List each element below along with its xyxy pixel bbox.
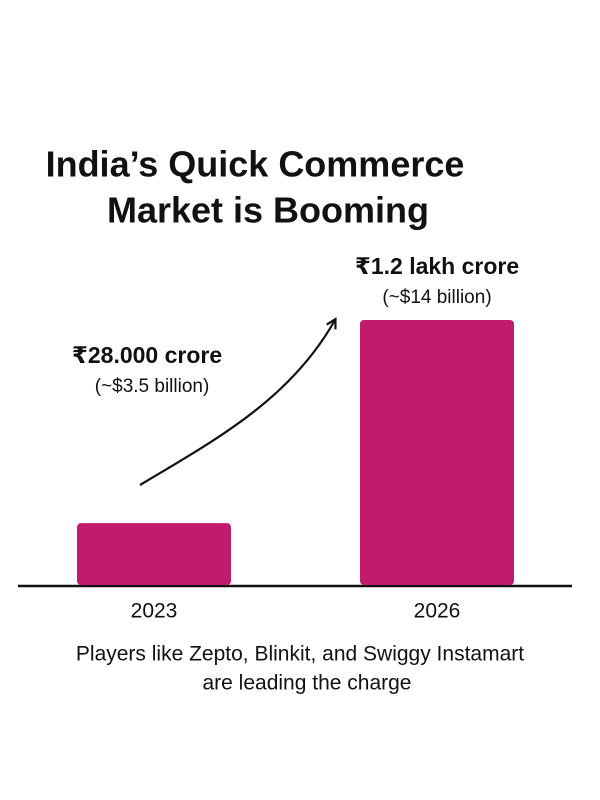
value-label: ₹28.000 crore xyxy=(72,342,222,368)
chart-title: India’s Quick Commerce xyxy=(46,144,465,185)
value-sublabel: (~$3.5 billion) xyxy=(95,376,210,397)
note: are leading the charge xyxy=(203,672,412,695)
growth-arrow xyxy=(139,320,335,486)
x-tick-label: 2023 xyxy=(131,600,178,623)
x-tick-label: 2026 xyxy=(414,600,461,623)
value-label: ₹1.2 lakh crore xyxy=(355,253,519,279)
chart-title: Market is Booming xyxy=(107,190,429,231)
bar xyxy=(360,320,514,585)
value-sublabel: (~$14 billion) xyxy=(382,287,491,308)
bar xyxy=(77,523,231,585)
note: Players like Zepto, Blinkit, and Swiggy … xyxy=(76,643,524,666)
